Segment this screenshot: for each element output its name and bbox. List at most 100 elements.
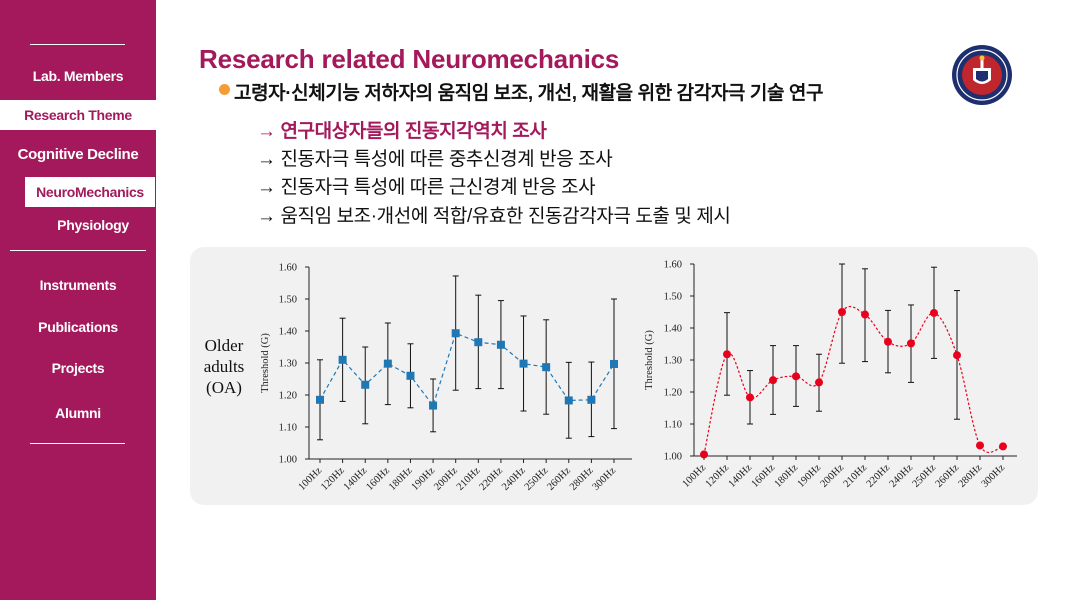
chart2-x-tick-label: 190Hz: [796, 462, 824, 490]
sidebar-divider-bottom: [30, 443, 125, 444]
sub-item-4: → 움직임 보조·개선에 적합/유효한 진동감각자극 도출 및 제시: [257, 206, 731, 227]
chart2-y-tick-label: 1.60: [664, 260, 682, 271]
chart1-x-tick-label: 180Hz: [387, 465, 415, 493]
chart2-y-axis-label: Threshold (G): [644, 330, 655, 390]
group-label-line-2: adults: [203, 357, 245, 376]
chart1-x-tick-label: 190Hz: [410, 465, 438, 493]
sidebar-item-neuromechanics[interactable]: NeuroMechanics: [25, 177, 155, 207]
chart2-y-tick-label: 1.00: [664, 452, 682, 463]
sidebar-item-projects[interactable]: Projects: [51, 360, 105, 376]
chart1-data-point: [383, 359, 392, 368]
chart2-x-tick-label: 140Hz: [727, 462, 755, 490]
chart1-y-tick-label: 1.20: [279, 391, 297, 402]
sidebar-item-physiology[interactable]: Physiology: [57, 217, 129, 233]
chart1-y-tick-label: 1.30: [279, 359, 297, 370]
sub-item-1: → 연구대상자들의 진동지각역치 조사: [257, 121, 547, 142]
chart1-data-point: [338, 355, 347, 364]
chart1-y-tick-label: 1.60: [279, 263, 297, 274]
group-label-line-3: (OA): [206, 378, 242, 397]
chart2-data-point: [746, 393, 754, 402]
chart1-x-tick-label: 100Hz: [297, 465, 325, 493]
chart1-data-point: [564, 396, 573, 405]
chart2-data-point: [815, 378, 823, 387]
chart1-x-tick-label: 260Hz: [545, 465, 573, 493]
chart2-x-tick-label: 120Hz: [704, 462, 732, 490]
sidebar-item-research-theme[interactable]: Research Theme: [0, 100, 156, 130]
chart1-x-tick-label: 240Hz: [500, 465, 528, 493]
bullet-dot-icon: [219, 84, 230, 95]
chart2-y-tick-label: 1.10: [664, 420, 682, 431]
sub-item-2: → 진동자극 특성에 따른 중추신경계 반응 조사: [257, 149, 613, 170]
sidebar-item-publications[interactable]: Publications: [38, 319, 118, 335]
chart2-y-tick-label: 1.40: [664, 324, 682, 335]
chart1-x-tick-label: 200Hz: [432, 465, 460, 493]
page-title: Research related Neuromechanics: [199, 44, 620, 74]
sidebar-item-cognitive-decline[interactable]: Cognitive Decline: [17, 146, 139, 163]
chart2-data-point: [838, 308, 846, 316]
chart1-data-point: [519, 359, 528, 368]
chart1-x-tick-label: 300Hz: [591, 465, 619, 493]
chart1-data-point: [451, 329, 460, 338]
chart2-x-tick-label: 260Hz: [934, 462, 962, 490]
chart1-x-tick-label: 160Hz: [364, 465, 392, 493]
chart1-data-point: [361, 380, 370, 389]
chart1-y-tick-label: 1.40: [279, 327, 297, 338]
group-label-line-1: Older: [204, 336, 244, 355]
chart1-y-tick-label: 1.50: [279, 295, 297, 306]
chart1-data-point: [406, 371, 415, 380]
sidebar-item-instruments[interactable]: Instruments: [39, 277, 117, 293]
sidebar-item-lab-members[interactable]: Lab. Members: [32, 68, 124, 84]
university-seal-logo: [952, 45, 1012, 105]
chart2-data-point: [769, 376, 777, 385]
chart2-x-tick-label: 210Hz: [842, 462, 870, 490]
chart1-data-point: [429, 401, 438, 410]
main-bullet-text: 고령자·신체기능 저하자의 움직임 보조, 개선, 재활을 위한 감각자극 기술…: [234, 83, 824, 104]
chart2-y-tick-label: 1.30: [664, 356, 682, 367]
chart2-y-tick-label: 1.20: [664, 388, 682, 399]
chart1-data-point: [496, 340, 505, 349]
chart2-data-point: [792, 372, 800, 381]
chart2-x-tick-label: 280Hz: [957, 462, 985, 490]
chart1-data-point: [316, 395, 324, 404]
chart2-x-tick-label: 240Hz: [888, 462, 916, 490]
chart2-data-point: [884, 337, 892, 346]
chart1-data-point: [610, 359, 618, 368]
chart1-series-line: [319, 332, 615, 407]
chart1-data-point: [542, 363, 551, 372]
chart2-data-point: [976, 441, 984, 450]
group-label-older-adults: Older adults (OA): [196, 335, 252, 398]
chart2-x-tick-label: 180Hz: [773, 462, 801, 490]
chart2-x-tick-label: 300Hz: [980, 462, 1008, 490]
chart1-x-tick-label: 250Hz: [523, 465, 551, 493]
chart2-data-point: [953, 351, 961, 360]
chart1-x-tick-label: 140Hz: [342, 465, 370, 493]
chart2-data-point: [907, 339, 915, 348]
chart1-x-tick-label: 220Hz: [477, 465, 505, 493]
chart2-x-tick-label: 220Hz: [865, 462, 893, 490]
chart2-data-point: [700, 450, 708, 459]
chart1-y-tick-label: 1.00: [279, 455, 297, 466]
chart1-data-point: [587, 395, 596, 404]
chart2-x-tick-label: 160Hz: [750, 462, 778, 490]
sidebar-item-alumni[interactable]: Alumni: [55, 405, 101, 421]
chart2-x-tick-label: 250Hz: [911, 462, 939, 490]
chart2-data-point: [861, 310, 869, 319]
chart1-x-tick-label: 280Hz: [568, 465, 596, 493]
chart2-series-line: [703, 305, 1004, 455]
sidebar-divider-top: [30, 44, 125, 45]
chart2-y-tick-label: 1.50: [664, 292, 682, 303]
chart1-y-axis-label: Threshold (G): [260, 333, 271, 393]
chart2-data-point: [723, 350, 731, 359]
sidebar-divider-middle: [10, 250, 146, 251]
chart1-x-tick-label: 120Hz: [319, 465, 347, 493]
chart2-x-tick-label: 100Hz: [681, 462, 709, 490]
chart2-data-point: [999, 442, 1007, 451]
sub-item-3: → 진동자극 특성에 따른 근신경계 반응 조사: [257, 177, 596, 198]
chart2-data-point: [930, 308, 938, 317]
chart1-y-tick-label: 1.10: [279, 423, 297, 434]
sidebar: Lab. Members Research Theme Cognitive De…: [0, 0, 156, 600]
chart1-data-point: [474, 338, 483, 347]
chart1-x-tick-label: 210Hz: [455, 465, 483, 493]
chart2-x-tick-label: 200Hz: [819, 462, 847, 490]
